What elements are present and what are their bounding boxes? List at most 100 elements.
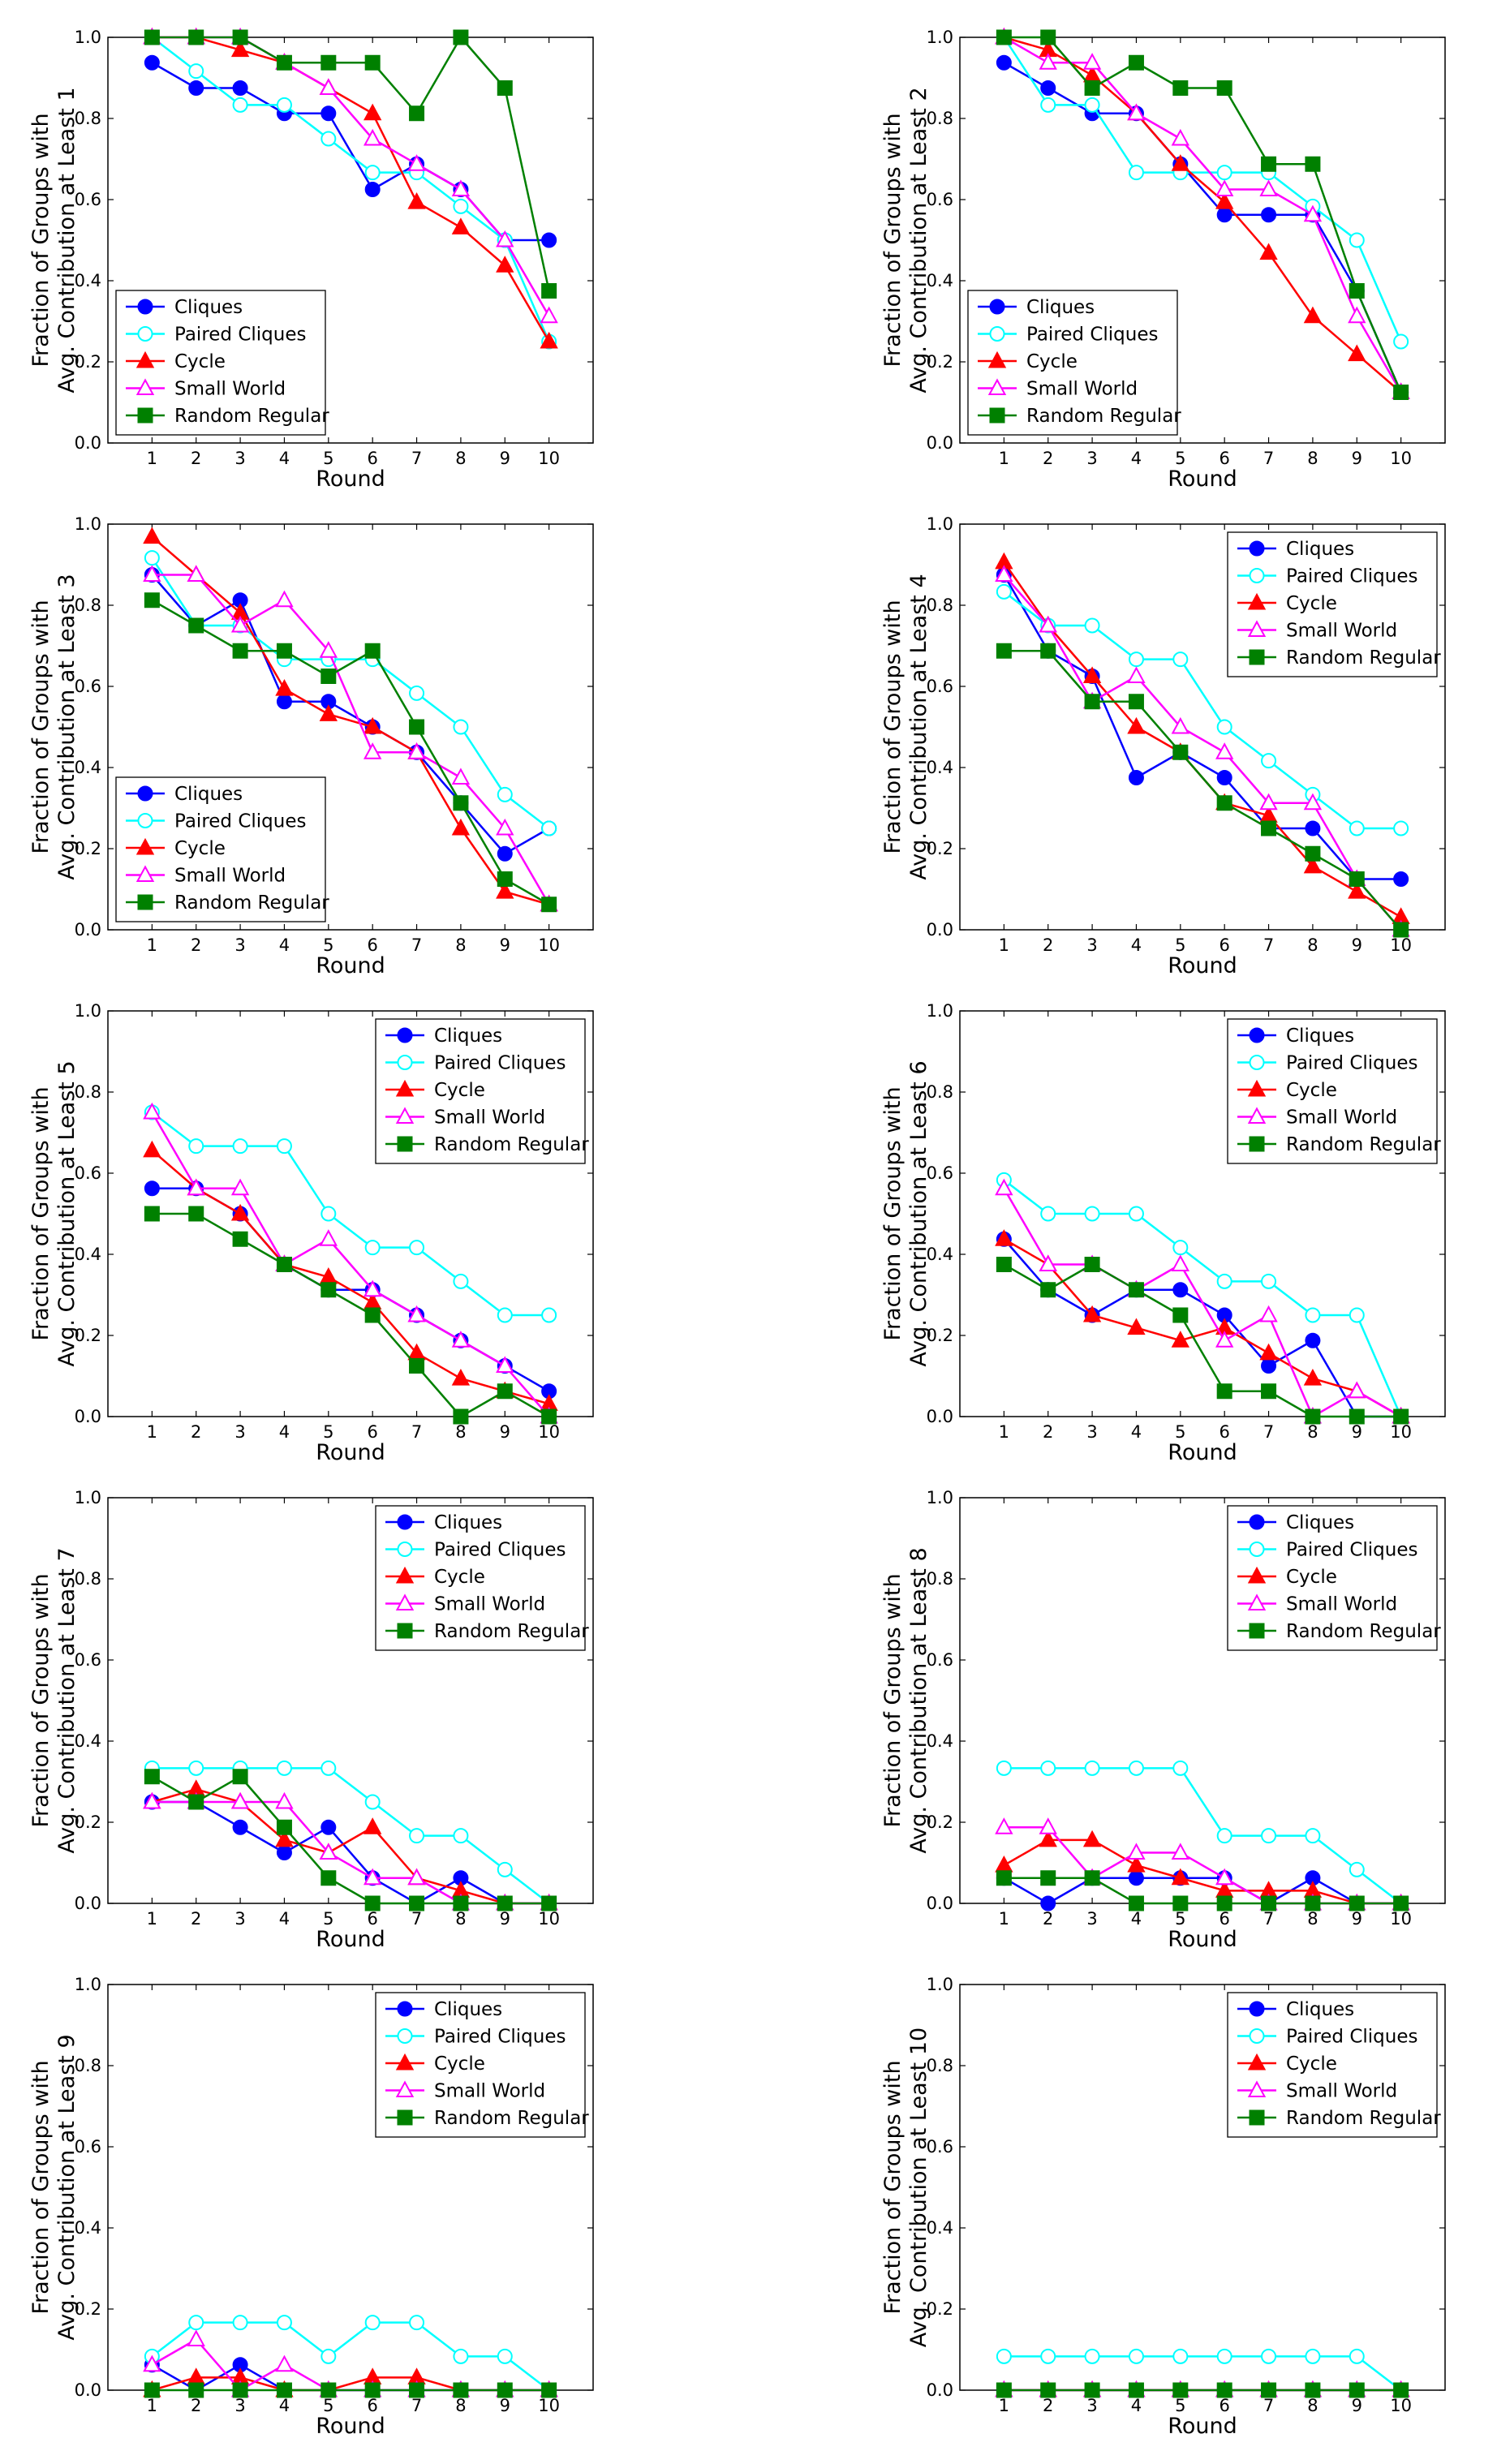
legend-label: Random Regular	[434, 2108, 589, 2129]
data-point	[188, 1760, 204, 1776]
x-tick-label: 1	[147, 449, 157, 468]
data-point	[276, 1760, 292, 1776]
legend-marker	[1247, 2053, 1267, 2071]
data-point	[996, 583, 1012, 600]
data-point	[1216, 165, 1232, 181]
y-tick-label: 0.4	[75, 271, 101, 290]
legend-marker	[1249, 1027, 1265, 1043]
y-axis-title-line: Fraction of Groups with	[28, 1573, 54, 1827]
data-point	[320, 131, 337, 147]
legend-marker	[137, 407, 153, 424]
data-point	[1261, 1358, 1277, 1374]
x-tick-label: 8	[1307, 2396, 1318, 2415]
legend-label: Random Regular	[1286, 1134, 1441, 1155]
legend-label: Paired Cliques	[1286, 1540, 1417, 1561]
data-point	[1127, 716, 1146, 734]
legend-marker	[989, 299, 1005, 315]
series-line	[1003, 1188, 1402, 1418]
x-axis-title: Round	[1168, 1927, 1237, 1952]
data-point	[1215, 1868, 1234, 1886]
data-point	[1172, 651, 1189, 668]
x-tick-label: 9	[500, 1422, 510, 1442]
data-point	[276, 54, 292, 71]
data-point	[1349, 2348, 1365, 2364]
data-point	[1171, 1331, 1189, 1348]
y-tick-label: 0.4	[927, 271, 953, 290]
x-tick-label: 7	[1263, 449, 1274, 468]
legend-label: Cliques	[434, 1999, 502, 2020]
data-point	[1303, 856, 1323, 874]
x-axis-title: Round	[316, 953, 385, 978]
y-axis-title: Fraction of Groups withAvg. Contribution…	[880, 87, 931, 393]
data-point	[188, 617, 204, 634]
series-line	[152, 36, 550, 291]
data-point	[364, 54, 381, 71]
data-point	[144, 1769, 160, 1785]
y-axis-title-line: Fraction of Groups with	[28, 600, 54, 854]
data-point	[1261, 1273, 1277, 1289]
x-tick-label: 9	[1352, 449, 1362, 468]
x-tick-label: 9	[1352, 2396, 1362, 2415]
data-point	[363, 1279, 382, 1297]
x-tick-label: 3	[1086, 1422, 1097, 1442]
legend-marker	[1249, 568, 1265, 583]
data-point	[230, 1791, 250, 1809]
legend-marker	[1249, 2001, 1265, 2017]
legend-marker	[397, 1514, 413, 1530]
series-line	[152, 36, 550, 342]
legend-label: Small World	[1286, 1594, 1397, 1615]
x-tick-label: 5	[1175, 2396, 1185, 2415]
legend-marker	[136, 865, 155, 882]
data-point	[1305, 1408, 1321, 1425]
data-point	[188, 2382, 204, 2398]
legend-marker	[1247, 1593, 1267, 1610]
legend-label: Cliques	[174, 297, 243, 318]
data-point	[1084, 1760, 1100, 1776]
data-point	[1261, 2382, 1277, 2398]
data-point	[1303, 306, 1323, 324]
legend-item-small-world: Small World	[1237, 2080, 1397, 2102]
data-point	[1216, 719, 1232, 735]
data-point	[275, 1830, 294, 1847]
x-tick-label: 4	[1131, 1422, 1142, 1442]
data-point	[144, 1180, 160, 1197]
data-point	[1349, 1861, 1365, 1877]
data-point	[1261, 1383, 1277, 1400]
y-tick-label: 0.8	[75, 109, 101, 128]
y-tick-label: 0.4	[927, 1731, 953, 1751]
data-point	[1303, 204, 1323, 222]
data-point	[232, 1231, 248, 1247]
x-tick-label: 7	[411, 449, 422, 468]
data-point	[1349, 1895, 1365, 1911]
data-point	[995, 1178, 1013, 1196]
data-point	[232, 29, 248, 45]
y-axis-title-line: Avg. Contribution at Least 5	[54, 1060, 80, 1366]
data-point	[364, 1794, 381, 1810]
legend-item-paired-cliques: Paired Cliques	[1237, 1053, 1417, 1074]
data-point	[409, 1828, 425, 1844]
y-tick-label: 0.2	[75, 2299, 101, 2319]
data-point	[319, 641, 338, 658]
data-point	[230, 1178, 250, 1196]
legend-marker	[989, 326, 1005, 342]
data-point	[320, 105, 337, 122]
y-tick-label: 0.4	[927, 1245, 953, 1264]
data-point	[1039, 53, 1057, 70]
x-tick-label: 2	[191, 449, 201, 468]
x-tick-label: 1	[147, 2396, 157, 2415]
x-axis-title: Round	[1168, 2414, 1237, 2439]
legend-marker	[1249, 1136, 1265, 1152]
data-point	[541, 1408, 557, 1425]
x-tick-label: 1	[999, 1909, 1009, 1929]
data-point	[232, 1138, 248, 1155]
data-point	[364, 1307, 381, 1323]
legend-item-random-regular: Random Regular	[385, 2108, 589, 2129]
y-axis-title-line: Avg. Contribution at Least 4	[906, 574, 931, 879]
data-point	[451, 179, 471, 196]
data-point	[540, 331, 558, 349]
legend-item-random-regular: Random Regular	[978, 406, 1181, 427]
data-point	[407, 192, 426, 209]
series-random-regular	[144, 29, 557, 299]
legend-item-cliques: Cliques	[385, 1026, 502, 1047]
data-point	[320, 1282, 337, 1298]
